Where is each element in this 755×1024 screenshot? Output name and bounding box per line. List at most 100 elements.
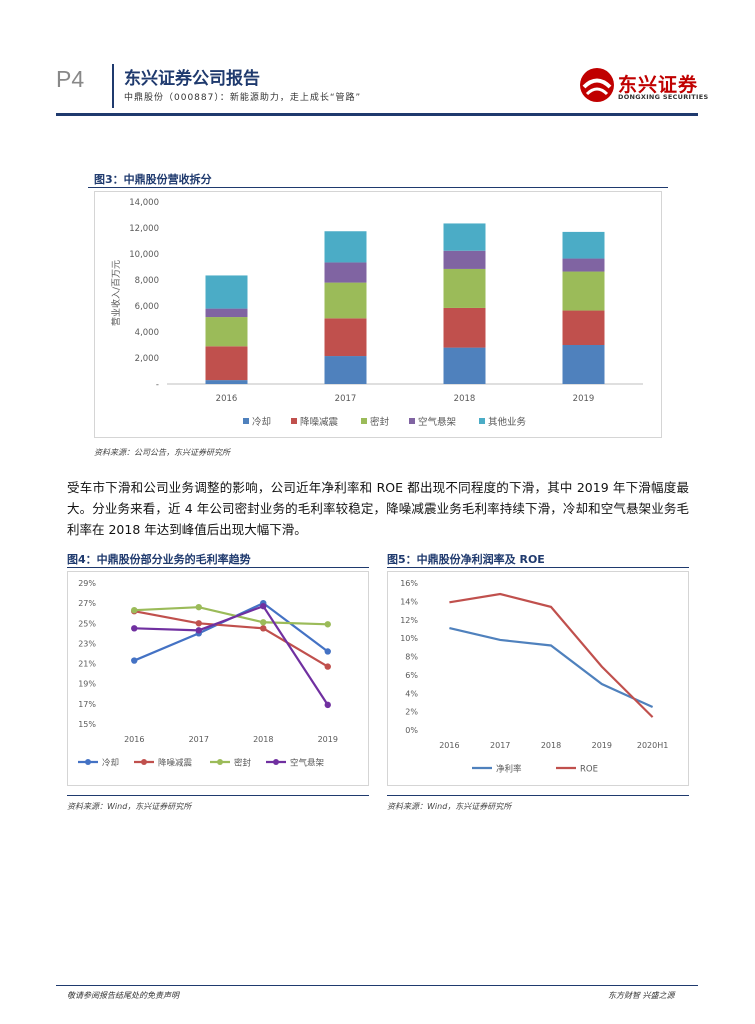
legend-label: ROE xyxy=(580,765,598,775)
bar-segment xyxy=(205,308,248,318)
y-tick-label: 6,000 xyxy=(135,302,159,312)
bar-segment xyxy=(324,231,367,263)
data-point xyxy=(195,620,202,627)
legend-label: 密封 xyxy=(234,758,252,769)
y-tick-label: 27% xyxy=(78,599,96,608)
figure5-top-rule xyxy=(387,567,689,568)
y-tick-label: 21% xyxy=(78,660,96,669)
y-tick-label: 12% xyxy=(400,616,418,625)
legend-marker xyxy=(141,759,147,765)
legend-marker xyxy=(273,759,279,765)
legend-label: 空气悬架 xyxy=(290,758,325,769)
legend-label: 冷却 xyxy=(102,758,119,769)
x-tick-label: 2019 xyxy=(318,735,338,744)
figure3-chart-frame: - 2,000 4,000 6,000 8,000 10,000 12,000 14,000 营… xyxy=(94,191,662,438)
bar-segment xyxy=(205,380,248,384)
net-margin-roe-line-chart: 0% 2% 4% 6% 8% 10% 12% 14% 16% 2016 2017 2018 2019 20… xyxy=(400,579,668,775)
bar-segment xyxy=(443,268,486,308)
figure3-top-rule xyxy=(88,187,668,188)
x-tick-label: 2016 xyxy=(216,394,238,404)
gross-margin-line-chart: 15% 17% 19% 21% 23% 25% 27% 29% 2016 2017 2018 2019… xyxy=(78,579,338,769)
y-tick-label: 25% xyxy=(78,619,96,628)
body-paragraph: 受车市下滑和公司业务调整的影响，公司近年净利率和 ROE 都出现不同程度的下滑，… xyxy=(67,477,689,540)
figure5-caption: 图5：中鼎股份净利润率及 ROE xyxy=(387,553,545,566)
bar-segment xyxy=(562,258,605,272)
logo-chinese-name: 东兴证券 xyxy=(618,74,699,96)
bar-segment xyxy=(562,231,605,259)
figure5-source: 资料来源：Wind，东兴证券研究所 xyxy=(387,802,512,811)
header-divider xyxy=(112,64,114,108)
bar-segment xyxy=(562,271,605,311)
figure4-top-rule xyxy=(67,567,369,568)
y-tick-label: 10% xyxy=(400,634,418,643)
x-tick-label: 2018 xyxy=(541,741,561,750)
report-subtitle: 中鼎股份（000887）：新能源助力，走上成长“管路” xyxy=(124,93,362,103)
legend-swatch xyxy=(243,418,249,424)
header-rule xyxy=(56,113,698,116)
y-axis-label: 营业收入/百万元 xyxy=(110,260,122,326)
data-point xyxy=(324,663,331,670)
page-number: P4 xyxy=(56,66,85,92)
y-tick-label: 4,000 xyxy=(135,328,159,338)
x-tick-label: 2019 xyxy=(592,741,612,750)
y-tick-label: 2% xyxy=(405,708,418,717)
legend-label: 降噪减震 xyxy=(158,758,193,769)
data-point xyxy=(131,657,138,664)
y-tick-label: 2,000 xyxy=(135,354,159,364)
series-line xyxy=(134,604,329,706)
legend-label: 其他业务 xyxy=(488,416,527,428)
legend-swatch xyxy=(291,418,297,424)
data-point xyxy=(260,602,267,610)
series-line xyxy=(134,610,329,668)
x-tick-label: 2017 xyxy=(335,394,357,404)
bar-segment xyxy=(562,345,605,384)
legend-label: 密封 xyxy=(370,416,390,428)
data-point xyxy=(195,627,202,634)
bar-segment xyxy=(324,262,367,283)
bar-segment xyxy=(443,250,486,269)
legend-marker xyxy=(85,759,91,765)
report-title: 东兴证券公司报告 xyxy=(124,69,260,89)
logo-english-name: DONGXING SECURITIES xyxy=(618,93,709,101)
figure4-chart-frame: 15% 17% 19% 21% 23% 25% 27% 29% 2016 2017 2018 2019… xyxy=(67,571,369,786)
data-point xyxy=(195,603,202,611)
y-tick-label: 8,000 xyxy=(135,276,159,286)
figure3-source: 资料来源：公司公告，东兴证券研究所 xyxy=(94,448,230,457)
x-tick-label: 2017 xyxy=(189,735,209,744)
legend-marker xyxy=(217,759,223,765)
legend-label: 降噪减震 xyxy=(300,416,339,428)
y-tick-label: 10,000 xyxy=(129,250,159,260)
legend-swatch xyxy=(409,418,415,424)
bar-segment xyxy=(562,310,605,345)
y-tick-label: 14,000 xyxy=(129,198,159,208)
legend-label: 空气悬架 xyxy=(418,416,457,428)
y-tick-label: 12,000 xyxy=(129,224,159,234)
y-tick-label: 23% xyxy=(78,639,96,648)
y-tick-label: 17% xyxy=(78,700,96,709)
y-tick-label: - xyxy=(156,380,159,390)
bar-segment xyxy=(443,347,486,384)
legend-label: 冷却 xyxy=(252,416,271,428)
bar-segment xyxy=(324,356,367,384)
bar-segment xyxy=(205,346,248,381)
y-tick-label: 16% xyxy=(400,579,418,588)
bar-segment xyxy=(324,318,367,357)
footer-rule xyxy=(56,985,698,986)
y-tick-label: 14% xyxy=(400,597,418,606)
series-line xyxy=(449,592,654,718)
figure3-caption: 图3：中鼎股份营收拆分 xyxy=(94,173,212,186)
series-line xyxy=(134,606,328,626)
y-tick-label: 0% xyxy=(405,726,418,735)
figure5-bottom-rule xyxy=(387,795,689,796)
data-point xyxy=(324,621,331,628)
revenue-stacked-bar-chart: - 2,000 4,000 6,000 8,000 10,000 12,000 14,000 营… xyxy=(110,198,643,428)
series-line xyxy=(449,626,654,709)
legend-swatch xyxy=(361,418,367,424)
figure4-caption: 图4：中鼎股份部分业务的毛利率趋势 xyxy=(67,553,251,566)
y-tick-label: 8% xyxy=(405,653,418,662)
body-paragraph-text: 受车市下滑和公司业务调整的影响，公司近年净利率和 ROE 都出现不同程度的下滑，… xyxy=(67,480,689,537)
x-tick-label: 2020H1 xyxy=(637,741,668,750)
x-tick-label: 2016 xyxy=(439,741,459,750)
legend-swatch xyxy=(479,418,485,424)
x-tick-label: 2019 xyxy=(573,394,595,404)
